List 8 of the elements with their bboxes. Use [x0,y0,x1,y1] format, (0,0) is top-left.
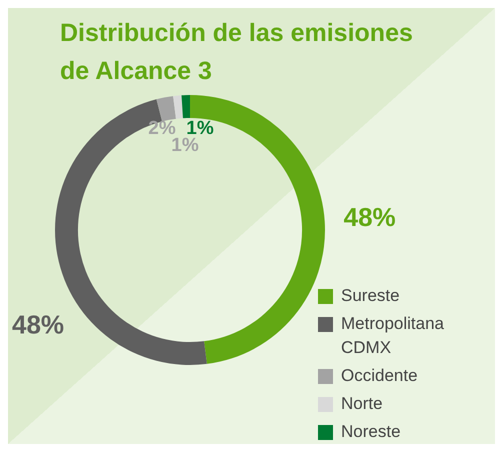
chart-title: Distribución de las emisiones de Alcance 3 [60,18,414,87]
data-label: 48% [344,202,396,232]
legend-label: Sureste [341,285,401,307]
legend-label: Noreste [341,421,402,443]
legend-label: Metropolitana CDMX [341,313,446,359]
legend-label: Norte [341,393,384,415]
data-label: 48% [12,310,64,340]
legend-label: Occidente [341,365,419,387]
